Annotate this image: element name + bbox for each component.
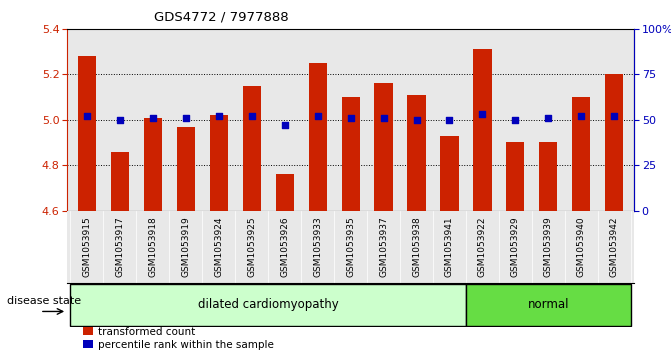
Bar: [342, 97, 360, 211]
Bar: [572, 97, 590, 211]
Point: [411, 117, 422, 123]
Bar: [276, 174, 294, 211]
Bar: [243, 86, 261, 211]
Text: GSM1053922: GSM1053922: [478, 216, 487, 277]
Text: GSM1053918: GSM1053918: [148, 216, 157, 277]
Point: [609, 113, 620, 119]
Text: GSM1053926: GSM1053926: [280, 216, 289, 277]
Bar: [111, 151, 129, 211]
Bar: [474, 49, 492, 211]
Text: GSM1053939: GSM1053939: [544, 216, 553, 277]
Text: GSM1053925: GSM1053925: [247, 216, 256, 277]
Point: [81, 113, 92, 119]
Text: GSM1053924: GSM1053924: [214, 216, 223, 277]
Point: [312, 113, 323, 119]
Bar: [70, 284, 466, 326]
Text: GSM1053919: GSM1053919: [181, 216, 191, 277]
Text: GSM1053917: GSM1053917: [115, 216, 124, 277]
Bar: [176, 127, 195, 211]
Bar: [539, 142, 558, 211]
Text: GSM1053929: GSM1053929: [511, 216, 520, 277]
Bar: [78, 56, 96, 211]
Point: [444, 117, 455, 123]
Point: [378, 115, 389, 121]
Point: [213, 113, 224, 119]
Text: GSM1053933: GSM1053933: [313, 216, 322, 277]
Point: [180, 115, 191, 121]
Text: GSM1053915: GSM1053915: [83, 216, 91, 277]
Text: disease state: disease state: [7, 296, 81, 306]
Bar: [309, 63, 327, 211]
Bar: [605, 74, 623, 211]
Text: GSM1053942: GSM1053942: [610, 216, 619, 277]
Point: [576, 113, 586, 119]
Point: [246, 113, 257, 119]
Bar: [407, 95, 425, 211]
Point: [115, 117, 125, 123]
Legend: transformed count, percentile rank within the sample: transformed count, percentile rank withi…: [79, 323, 278, 354]
Point: [279, 122, 290, 128]
Text: GSM1053940: GSM1053940: [577, 216, 586, 277]
Bar: [440, 136, 458, 211]
Bar: [144, 118, 162, 211]
Bar: [374, 83, 393, 211]
Text: GSM1053941: GSM1053941: [445, 216, 454, 277]
Text: normal: normal: [527, 298, 569, 311]
Bar: [209, 115, 227, 211]
Text: GSM1053935: GSM1053935: [346, 216, 355, 277]
Point: [148, 115, 158, 121]
Text: dilated cardiomyopathy: dilated cardiomyopathy: [198, 298, 339, 311]
Point: [543, 115, 554, 121]
Text: GSM1053938: GSM1053938: [412, 216, 421, 277]
Text: GDS4772 / 7977888: GDS4772 / 7977888: [154, 11, 289, 24]
Text: GSM1053937: GSM1053937: [379, 216, 388, 277]
Bar: [507, 142, 525, 211]
Point: [510, 117, 521, 123]
Point: [477, 111, 488, 117]
Bar: [466, 284, 631, 326]
Point: [345, 115, 356, 121]
